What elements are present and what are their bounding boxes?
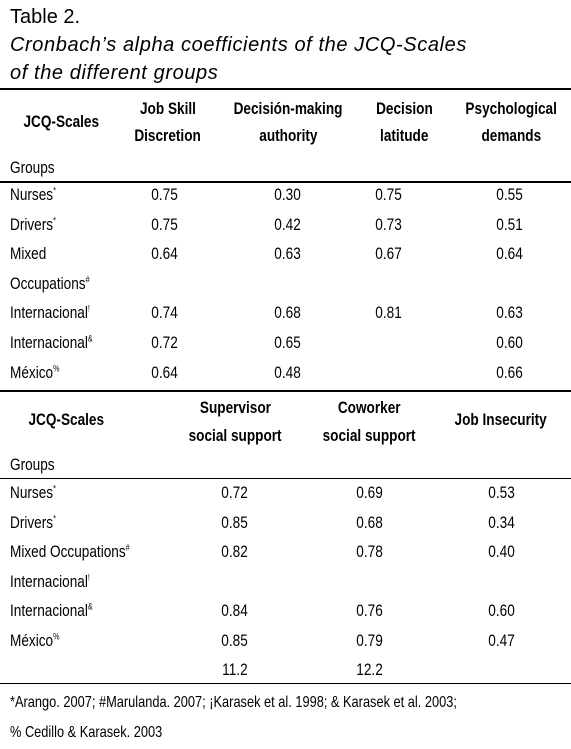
t1-row-value: 0.64 [496, 244, 524, 263]
rule-t1-header [0, 181, 571, 183]
t1-row-value: 0.51 [496, 215, 524, 234]
t2-row-value: 0.85 [221, 513, 249, 532]
rule-footer [0, 683, 571, 684]
t2-row-group: México% [10, 631, 60, 650]
footnote-line1: *Arango. 2007; #Marulanda. 2007; ¡Karase… [10, 694, 457, 711]
t2-row-value: 0.68 [356, 513, 384, 532]
t2-row-group: Mixed Occupations# [10, 542, 130, 561]
t1-row-value: 0.65 [274, 333, 302, 352]
t2-row-value [195, 572, 275, 592]
t2-row-value: 12.2 [356, 660, 384, 679]
t1-row-value: 0.60 [496, 333, 524, 352]
t2-row-value: 0.78 [356, 542, 384, 561]
rule-middle [0, 390, 571, 392]
t2-row-group: Internacional& [10, 601, 93, 620]
t1-row-value: 0.73 [375, 215, 403, 234]
t1-row-value: 0.42 [274, 215, 302, 234]
t1-groups-label: Groups [10, 158, 55, 177]
t1-row-value: 0.63 [274, 244, 302, 263]
t1-row-value: 0.64 [151, 363, 179, 382]
t2-row-group: Drivers* [10, 513, 56, 532]
t2-groups-label: Groups [10, 455, 55, 474]
t2-header-job-insecurity: Job Insecurity [454, 410, 548, 429]
t1-row-value: 0.48 [274, 363, 302, 382]
t1-row-value: 0.72 [151, 333, 179, 352]
t1-row-group: México% [10, 363, 60, 382]
table-title: Table 2. [10, 6, 81, 28]
t2-row-value: 0.85 [221, 631, 249, 650]
t1-header-decision-latitude: Decision latitude [375, 99, 433, 145]
t1-row-value: 0.74 [151, 303, 179, 322]
t2-row-value: 0.84 [221, 601, 249, 620]
t2-row-value: 0.79 [356, 631, 384, 650]
t1-header-job-skill: Job Skill Discretion [134, 99, 202, 145]
t2-header-coworker: Coworker social support [322, 398, 416, 445]
t1-row-group: Drivers* [10, 215, 56, 234]
t2-row-value: 0.60 [488, 601, 516, 620]
t2-row-group: Nurses* [10, 483, 56, 502]
t1-row-group: Internacional! [10, 303, 90, 322]
t2-row-value: 0.76 [356, 601, 384, 620]
t2-header-supervisor: Supervisor social support [188, 398, 282, 445]
t1-row-value: 0.67 [375, 244, 403, 263]
t1-row-value: 0.63 [496, 303, 524, 322]
t1-row-value: 0.81 [375, 303, 403, 322]
t2-row-value: 0.72 [221, 483, 249, 502]
t2-row-value: 11.2 [222, 660, 248, 679]
t1-header-decision-making: Decisión-making authority [233, 99, 343, 145]
t1-row-value: 0.66 [496, 363, 524, 382]
t1-row-group: Nurses* [10, 185, 56, 204]
table-caption-line1: Cronbach’s alpha coefficients of the JCQ… [10, 34, 467, 56]
t2-row-value [462, 572, 542, 592]
t1-header-psychological: Psychological demands [465, 99, 557, 145]
t1-row-group: Internacional& [10, 333, 93, 352]
table-caption-line2: of the different groups [10, 62, 219, 84]
t2-row-value: 0.82 [221, 542, 249, 561]
t1-row-value [349, 333, 429, 353]
t1-row-value: 0.55 [496, 185, 524, 204]
t1-row-value: 0.64 [151, 244, 179, 263]
rule-t2-header [0, 478, 571, 479]
t1-row-group: Mixed [10, 244, 47, 263]
t1-row-value [248, 274, 328, 294]
rule-top [0, 88, 571, 90]
t1-row-value: 0.68 [274, 303, 302, 322]
t1-row-value: 0.75 [375, 185, 403, 204]
t1-row-value: 0.75 [151, 215, 179, 234]
t2-row-group: Internacional! [10, 572, 90, 591]
t2-scales-label: JCQ-Scales [28, 410, 104, 429]
t2-row-value: 0.40 [488, 542, 516, 561]
t1-row-value [125, 274, 205, 294]
t2-row-value [462, 660, 542, 680]
t2-row-value: 0.47 [488, 631, 516, 650]
t2-row-value: 0.53 [488, 483, 516, 502]
t1-row-value [349, 274, 429, 294]
t2-row-value: 0.34 [488, 513, 516, 532]
t2-row-value: 0.69 [356, 483, 384, 502]
footnote-line2: % Cedillo & Karasek. 2003 [10, 724, 163, 741]
t1-row-value [470, 274, 550, 294]
t1-row-group: Occupations# [10, 274, 90, 293]
t1-row-value: 0.75 [151, 185, 179, 204]
t1-row-value: 0.30 [274, 185, 302, 204]
t1-row-value [349, 363, 429, 383]
t1-scales-label: JCQ-Scales [23, 112, 99, 131]
t2-row-value [330, 572, 410, 592]
